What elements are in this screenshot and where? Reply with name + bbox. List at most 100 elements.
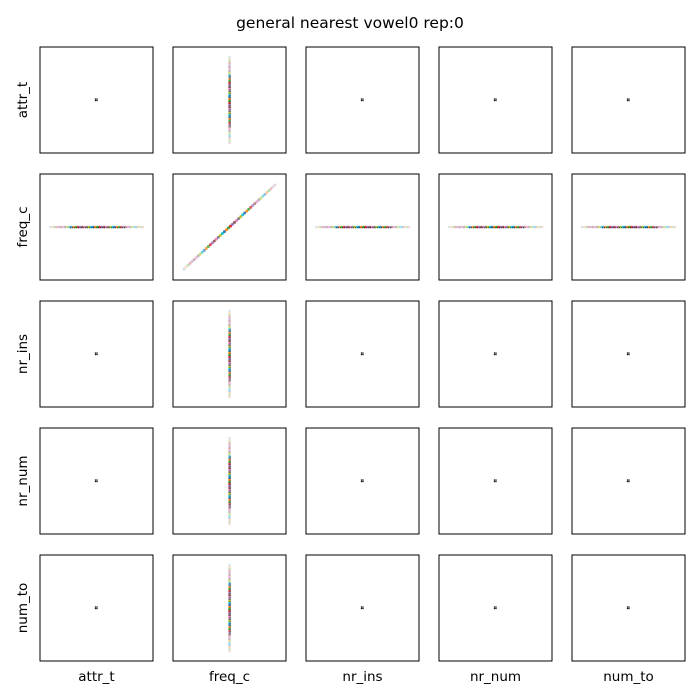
scatter-point xyxy=(94,606,97,608)
scatter-point xyxy=(538,225,542,229)
scatter-point xyxy=(493,99,496,102)
panel-frame xyxy=(39,173,154,281)
scatter-point xyxy=(196,254,200,258)
y-axis-label-num_to: num_to xyxy=(15,583,31,634)
scatter-point xyxy=(133,225,136,229)
scatter-point xyxy=(228,649,231,653)
scatter-point xyxy=(139,225,143,229)
scatter-point xyxy=(55,225,58,229)
scatter-point xyxy=(658,225,662,229)
scatter-point xyxy=(228,137,231,141)
panel-num_to-vs-freq_c xyxy=(172,554,287,662)
scatter-point xyxy=(184,265,188,269)
panel-freq_c-vs-freq_c xyxy=(172,173,287,281)
scatter-point xyxy=(323,225,326,229)
scatter-point xyxy=(626,479,629,481)
scatter-point xyxy=(460,225,464,229)
scatter-point xyxy=(228,512,231,516)
scatter-point xyxy=(495,606,497,608)
scatter-point xyxy=(257,198,261,202)
scatter-point xyxy=(598,225,601,229)
scatter-point xyxy=(228,506,231,510)
scatter-point xyxy=(59,225,63,229)
scatter-point xyxy=(228,395,231,399)
scatter-point xyxy=(186,263,190,267)
scatter-point xyxy=(362,479,364,481)
scatter-point xyxy=(665,225,668,229)
scatter-point xyxy=(628,352,630,354)
scatter-point xyxy=(271,185,275,189)
scatter-point xyxy=(628,353,630,356)
scatter-point xyxy=(228,381,231,385)
scatter-point xyxy=(447,225,451,229)
scatter-point xyxy=(495,98,497,100)
scatter-point xyxy=(626,352,629,354)
scatter-point xyxy=(228,133,231,137)
scatter-point xyxy=(228,633,231,637)
scatter-point xyxy=(589,225,592,229)
y-axis-label-attr_t: attr_t xyxy=(15,82,31,118)
scatter-point xyxy=(228,315,231,319)
scatter-point xyxy=(493,98,496,100)
scatter-point xyxy=(188,261,192,265)
scatter-point xyxy=(228,448,231,452)
panel-num_to-vs-nr_ins xyxy=(305,554,420,662)
scatter-point xyxy=(532,225,535,229)
row-labels: attr_t freq_c nr_ins nr_num num_to xyxy=(15,82,31,634)
scatter-point xyxy=(228,575,231,579)
scatter-point xyxy=(228,71,231,75)
panel-attr_t-vs-nr_num xyxy=(438,46,553,154)
scatter-point xyxy=(228,63,231,67)
scatter-point xyxy=(360,353,363,356)
scatter-point xyxy=(228,389,231,393)
scatter-point xyxy=(245,209,249,213)
scatter-point xyxy=(332,225,335,229)
scatter-point xyxy=(96,480,98,483)
scatter-point xyxy=(228,573,231,577)
scatter-point xyxy=(228,639,231,643)
scatter-point xyxy=(360,98,363,100)
scatter-point xyxy=(239,215,243,219)
scatter-point xyxy=(360,606,363,608)
panel-num_to-vs-nr_num xyxy=(438,554,553,662)
scatter-point xyxy=(194,256,198,260)
scatter-point xyxy=(591,225,595,229)
panel-nr_ins-vs-freq_c xyxy=(172,300,287,408)
scatter-point xyxy=(399,225,402,229)
scatter-point xyxy=(208,243,212,247)
scatter-point xyxy=(222,230,226,234)
scatter-point xyxy=(228,520,231,524)
scatter-point xyxy=(628,606,630,608)
scatter-point xyxy=(316,225,320,229)
scatter-point xyxy=(626,606,629,608)
scatter-point xyxy=(94,353,97,356)
scatter-point xyxy=(190,260,194,264)
scatter-point xyxy=(251,204,255,208)
y-axis-label-nr_num: nr_num xyxy=(15,455,31,506)
scatter-point xyxy=(228,440,231,444)
scatter-point xyxy=(228,393,231,397)
scatter-point xyxy=(314,225,318,229)
scatter-point xyxy=(228,59,231,63)
scatter-point xyxy=(493,352,496,354)
scatter-point xyxy=(247,207,251,211)
scatter-point xyxy=(53,225,56,229)
scatter-point xyxy=(394,225,398,229)
x-axis-label-freq_c: freq_c xyxy=(209,669,250,685)
scatter-point xyxy=(362,606,364,608)
panel-nr_num-vs-nr_num xyxy=(438,427,553,535)
scatter-point xyxy=(401,225,404,229)
scatter-point xyxy=(585,225,588,229)
scatter-point xyxy=(228,442,231,446)
scatter-point xyxy=(495,480,497,483)
scatter-point xyxy=(137,225,140,229)
scatter-point xyxy=(667,225,670,229)
scatter-point xyxy=(212,239,216,243)
scatter-point xyxy=(228,69,231,73)
scatter-point xyxy=(204,246,208,250)
scatter-point xyxy=(407,225,411,229)
scatter-point xyxy=(228,438,231,442)
x-axis-label-attr_t: attr_t xyxy=(78,669,114,685)
scatter-point xyxy=(96,479,98,481)
scatter-point xyxy=(228,514,231,518)
